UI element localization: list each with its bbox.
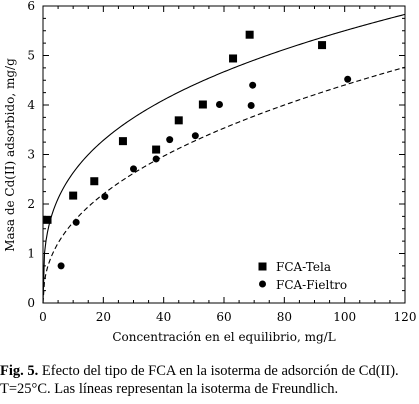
point-fca-fieltro [344,75,352,83]
y-tick-label: 2 [27,197,35,211]
y-tick-label: 6 [27,0,35,13]
figure-caption: Fig. 5. Efecto del tipo de FCA en la iso… [0,362,419,398]
y-tick-label: 5 [27,49,35,63]
point-fca-tela [229,54,238,63]
x-tick-label: 60 [216,310,231,324]
caption-label: Fig. 5. [0,363,39,379]
caption-line-1: Fig. 5. Efecto del tipo de FCA en la iso… [0,362,419,380]
fit-lines [42,13,406,304]
y-tick-label: 0 [27,296,35,310]
legend-marker-fca-fieltro [259,280,266,288]
point-fca-fieltro [249,81,257,89]
point-fca-tela [69,191,78,200]
point-fca-tela [118,137,127,146]
x-tick-label: 100 [333,310,356,324]
point-fca-fieltro [191,132,199,140]
point-fca-tela [43,215,52,224]
point-fca-tela [90,177,99,186]
point-fca-tela [152,145,161,154]
legend-label-fca-fieltro: FCA-Fieltro [276,278,347,292]
y-tick-label: 1 [27,247,35,261]
point-fca-tela [198,100,207,109]
plot-frame-group [42,5,406,304]
chart: 0 20 40 60 80 100 120 0 1 2 3 4 5 6 Concentración en … [3,0,416,344]
point-fca-fieltro [166,136,174,144]
x-tick-label: 80 [277,310,292,324]
x-axis-label: Concentración en el equilibrio, mg/L [112,330,335,344]
data-points [43,30,352,270]
point-fca-tela [245,30,254,39]
point-fca-fieltro [101,193,109,201]
x-tick-label: 120 [394,310,417,324]
point-fca-fieltro [130,165,137,173]
x-tick-label: 0 [39,310,47,324]
legend-marker-fca-tela [258,262,267,271]
ticks: 0 20 40 60 80 100 120 0 1 2 3 4 5 6 [27,0,416,324]
point-fca-fieltro [215,101,223,109]
caption-line-2: T=25°C. Las líneas representan la isoter… [0,381,339,397]
point-fca-fieltro [152,155,160,163]
point-fca-fieltro [72,218,80,226]
fit-line-fca-tela [42,13,406,304]
y-axis-label: Masa de Cd(II) adsorbido, mg/g [3,58,17,252]
point-fca-fieltro [57,262,65,270]
y-tick-label: 4 [27,98,35,112]
x-tick-label: 40 [156,310,171,324]
plot-frame [42,5,406,304]
y-tick-label: 3 [27,148,35,162]
legend: FCA-Tela FCA-Fieltro [258,260,347,292]
x-tick-label: 20 [96,310,111,324]
point-fca-fieltro [247,101,255,109]
caption-text-1: Efecto del tipo de FCA en la isoterma de… [38,363,399,379]
legend-label-fca-tela: FCA-Tela [276,260,331,274]
point-fca-tela [318,41,327,50]
point-fca-tela [174,116,183,125]
